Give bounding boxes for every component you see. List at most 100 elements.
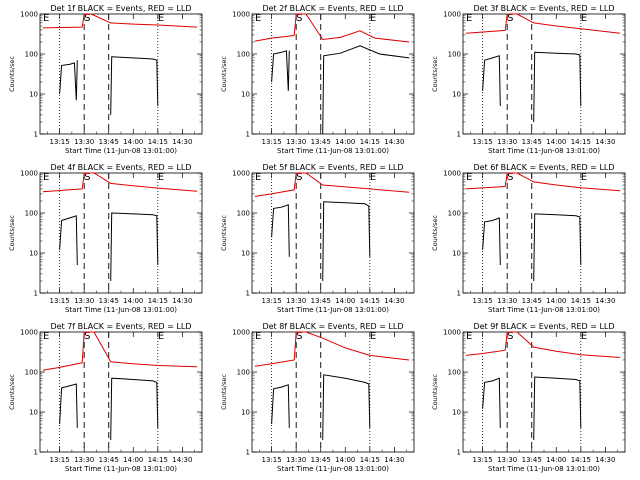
marker-e: E xyxy=(158,172,164,183)
x-tick-label: 14:00 xyxy=(546,297,566,305)
y-tick-label: 10 xyxy=(241,250,250,258)
plot-frame xyxy=(39,172,203,294)
events-series-line xyxy=(482,55,501,107)
marker-e: E xyxy=(255,13,261,24)
events-series-line xyxy=(533,376,582,441)
y-tick-label: 10 xyxy=(29,250,38,258)
events-series-line xyxy=(322,45,410,135)
y-axis-label: Counts/sec xyxy=(8,56,16,92)
lld-series-line xyxy=(254,172,410,197)
panel-title: Det 4f BLACK = Events, RED = LLD xyxy=(50,163,191,172)
panel-title: Det 3f BLACK = Events, RED = LLD xyxy=(473,4,614,13)
x-tick-label: 13:45 xyxy=(311,138,331,146)
detector-panel-5: Det 5f BLACK = Events, RED = LLD Counts/s… xyxy=(220,163,415,314)
events-series-line xyxy=(482,217,501,266)
y-tick-label: 1000 xyxy=(443,11,461,19)
y-tick-label: 10 xyxy=(452,91,461,99)
y-tick-label: 1 xyxy=(246,131,250,139)
x-tick-label: 13:30 xyxy=(497,456,517,464)
y-tick-label: 100 xyxy=(237,210,250,218)
detector-panel-3: Det 3f BLACK = Events, RED = LLD Counts/s… xyxy=(431,4,626,155)
events-series-line xyxy=(110,377,159,441)
detector-panel-9: Det 9f BLACK = Events, RED = LLD Counts/s… xyxy=(431,322,626,473)
x-tick-label: 13:30 xyxy=(74,297,94,305)
x-tick-label: 13:15 xyxy=(50,138,70,146)
marker-e: E xyxy=(370,13,376,24)
y-tick-label: 10 xyxy=(241,409,250,417)
y-tick-label: 100 xyxy=(25,210,38,218)
marker-e: E xyxy=(581,331,587,342)
y-tick-label: 1 xyxy=(34,290,38,298)
y-tick-label: 1 xyxy=(34,131,38,139)
y-tick-label: 1000 xyxy=(443,170,461,178)
y-tick-label: 1000 xyxy=(443,329,461,337)
events-series-line xyxy=(271,50,290,91)
marker-e: E xyxy=(255,331,261,342)
marker-s: S xyxy=(84,172,90,183)
y-axis-label: Counts/sec xyxy=(220,374,228,410)
x-axis-label: Start Time (11-Jun-08 13:01:00) xyxy=(277,147,389,155)
marker-s: S xyxy=(296,172,302,183)
marker-e: E xyxy=(581,172,587,183)
plot-frame xyxy=(251,13,415,135)
marker-s: S xyxy=(507,172,513,183)
marker-e: E xyxy=(43,331,49,342)
y-tick-label: 1 xyxy=(457,290,461,298)
x-tick-label: 14:00 xyxy=(123,456,143,464)
x-tick-label: 14:30 xyxy=(384,456,404,464)
plot-frame xyxy=(462,331,626,453)
x-tick-label: 13:45 xyxy=(522,138,542,146)
marker-e: E xyxy=(466,172,472,183)
x-tick-label: 13:30 xyxy=(286,138,306,146)
y-tick-label: 1 xyxy=(457,449,461,457)
plot-frame xyxy=(39,13,203,135)
x-tick-label: 13:30 xyxy=(497,138,517,146)
x-tick-label: 14:30 xyxy=(172,138,192,146)
marker-s: S xyxy=(296,13,302,24)
marker-e: E xyxy=(158,13,164,24)
lld-series-line xyxy=(254,331,410,367)
marker-e: E xyxy=(43,172,49,183)
detector-panel-6: Det 6f BLACK = Events, RED = LLD Counts/s… xyxy=(431,163,626,314)
x-tick-label: 13:15 xyxy=(262,456,282,464)
x-axis-label: Start Time (11-Jun-08 13:01:00) xyxy=(65,465,177,473)
x-axis-label: Start Time (11-Jun-08 13:01:00) xyxy=(488,465,600,473)
x-tick-label: 14:15 xyxy=(571,138,591,146)
events-series-line xyxy=(322,201,371,282)
x-tick-label: 14:00 xyxy=(335,297,355,305)
lld-series-line xyxy=(465,172,621,192)
panel-title: Det 7f BLACK = Events, RED = LLD xyxy=(50,322,191,331)
x-tick-label: 14:30 xyxy=(595,138,615,146)
events-series-line xyxy=(482,377,501,428)
lld-series-line xyxy=(465,331,621,358)
y-tick-label: 10 xyxy=(29,409,38,417)
x-tick-label: 13:30 xyxy=(497,297,517,305)
x-tick-label: 14:00 xyxy=(335,456,355,464)
x-tick-label: 14:30 xyxy=(595,297,615,305)
detector-panel-7: Det 7f BLACK = Events, RED = LLD Counts/s… xyxy=(8,322,203,473)
panel-title: Det 1f BLACK = Events, RED = LLD xyxy=(50,4,191,13)
marker-s: S xyxy=(296,331,302,342)
x-tick-label: 13:15 xyxy=(473,138,493,146)
lld-series-line xyxy=(465,13,621,34)
y-axis-label: Counts/sec xyxy=(8,215,16,251)
y-axis-label: Counts/sec xyxy=(220,56,228,92)
y-tick-label: 100 xyxy=(25,51,38,59)
panel-title: Det 5f BLACK = Events, RED = LLD xyxy=(262,163,403,172)
y-tick-label: 1000 xyxy=(20,170,38,178)
marker-e: E xyxy=(466,331,472,342)
y-axis-label: Counts/sec xyxy=(220,215,228,251)
marker-s: S xyxy=(507,13,513,24)
x-tick-label: 13:45 xyxy=(99,297,119,305)
y-tick-label: 100 xyxy=(448,210,461,218)
panel-title: Det 9f BLACK = Events, RED = LLD xyxy=(473,322,614,331)
x-tick-label: 14:15 xyxy=(148,138,168,146)
y-tick-label: 10 xyxy=(452,250,461,258)
y-axis-label: Counts/sec xyxy=(431,374,439,410)
x-tick-label: 14:15 xyxy=(148,456,168,464)
x-tick-label: 14:15 xyxy=(360,138,380,146)
y-tick-label: 100 xyxy=(25,369,38,377)
x-tick-label: 13:15 xyxy=(473,297,493,305)
x-axis-label: Start Time (11-Jun-08 13:01:00) xyxy=(277,465,389,473)
y-tick-label: 1 xyxy=(246,449,250,457)
